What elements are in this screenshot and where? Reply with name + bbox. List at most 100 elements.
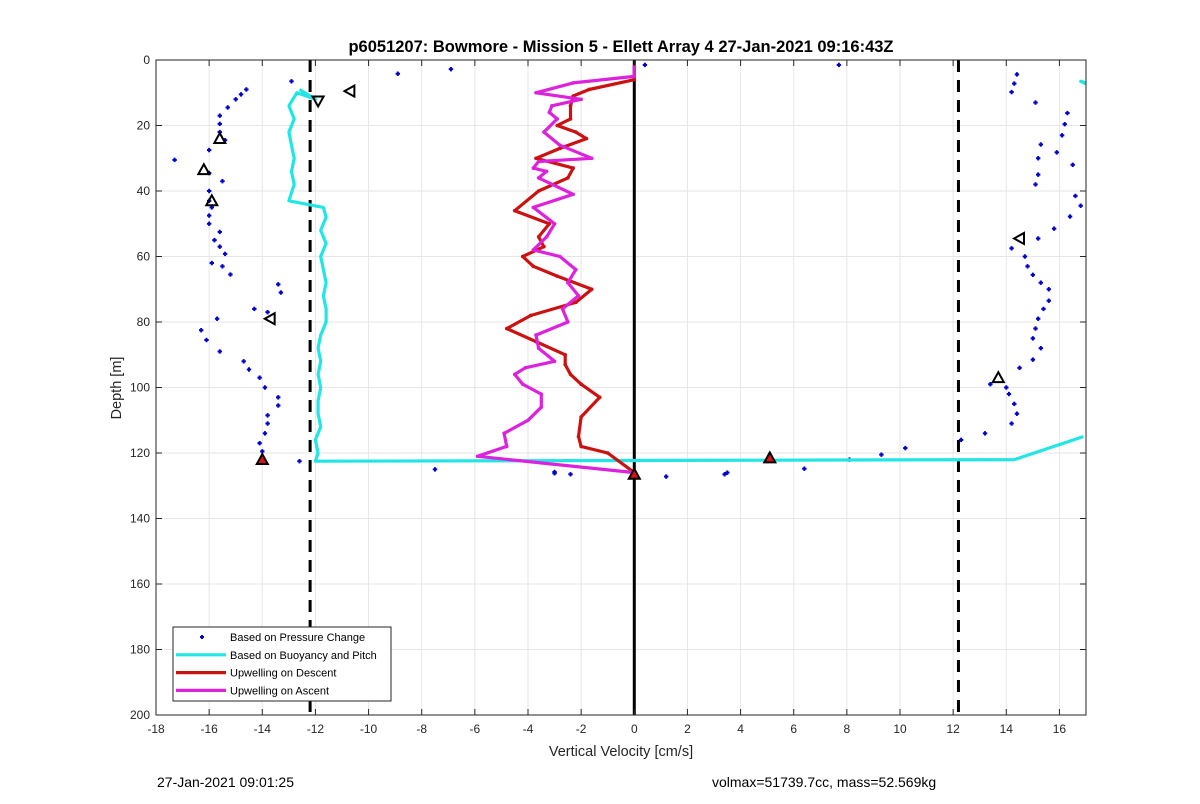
- series-point: [536, 346, 541, 351]
- pressure-change-point: [225, 105, 230, 110]
- series-point: [558, 254, 562, 259]
- pressure-change-point: [1054, 150, 1059, 155]
- series-line: [287, 88, 1084, 463]
- series-point: [579, 97, 583, 102]
- series-point: [512, 208, 517, 213]
- x-tick-label: 6: [790, 722, 797, 736]
- series-point: [534, 90, 538, 95]
- series-point: [579, 444, 583, 449]
- series-point: [574, 267, 578, 272]
- series-point: [536, 189, 541, 193]
- pressure-change-point: [1009, 89, 1014, 95]
- series-point: [587, 87, 591, 92]
- series-point: [574, 300, 578, 305]
- pressure-change-point: [206, 221, 212, 226]
- pressure-change-point: [1078, 203, 1083, 208]
- legend-label: Upwelling on Descent: [230, 668, 336, 680]
- pressure-change-point: [988, 382, 993, 387]
- pressure-change-point: [206, 213, 212, 218]
- pressure-change-point: [1004, 385, 1009, 390]
- series-point: [552, 359, 557, 364]
- pressure-change-point: [1035, 236, 1041, 241]
- pressure-change-point: [1035, 316, 1041, 321]
- series-point: [552, 221, 557, 226]
- pressure-change-point: [1030, 272, 1036, 278]
- series-point: [550, 104, 554, 108]
- series-point: [539, 392, 544, 396]
- x-tick-label: -16: [200, 722, 218, 736]
- series-point: [571, 166, 575, 170]
- pressure-change-point: [212, 237, 217, 243]
- pressure-change-point: [265, 413, 270, 418]
- y-tick-label: 80: [137, 315, 151, 329]
- triangle-marker: [212, 131, 227, 144]
- pressure-change-point: [1033, 182, 1038, 187]
- x-tick-label: -6: [470, 722, 481, 736]
- pressure-change-point: [220, 178, 225, 184]
- plot-area: [172, 60, 1087, 715]
- series-point: [544, 169, 549, 174]
- y-tick-label: 100: [130, 381, 150, 395]
- series-point: [576, 434, 581, 439]
- pressure-change-point: [1073, 193, 1078, 199]
- pressure-change-point: [1065, 110, 1070, 116]
- series-point: [536, 159, 541, 164]
- series-point: [558, 146, 562, 151]
- series-point: [502, 431, 506, 436]
- legend-label: Upwelling on Ascent: [230, 685, 329, 697]
- y-tick-label: 0: [143, 53, 150, 67]
- triangle-marker: [196, 162, 212, 176]
- y-tick-label: 40: [137, 184, 151, 198]
- legend: Based on Pressure Change Based on Buoyanc…: [172, 626, 392, 702]
- pressure-change-point: [1035, 156, 1041, 161]
- triangle-marker: [1012, 231, 1025, 246]
- pressure-change-point: [1012, 81, 1017, 86]
- series-point: [579, 415, 583, 419]
- pressure-change-point: [1030, 336, 1036, 341]
- series-point: [523, 366, 528, 370]
- pressure-change-point: [568, 472, 573, 477]
- pressure-change-point: [1014, 411, 1020, 416]
- x-tick-label: 4: [737, 722, 744, 736]
- series-point: [632, 77, 637, 82]
- series-point: [560, 307, 565, 311]
- y-tick-label: 120: [130, 446, 150, 460]
- pressure-change-point: [1014, 72, 1020, 77]
- series-point: [520, 254, 525, 259]
- series-point: [504, 444, 509, 449]
- pressure-change-point: [1009, 421, 1014, 426]
- pressure-change-point: [836, 62, 842, 68]
- chart-title: p6051207: Bowmore - Mission 5 - Ellett A…: [348, 38, 893, 56]
- pressure-change-point: [206, 147, 212, 153]
- pressure-change-point: [206, 188, 212, 194]
- pressure-change-point: [217, 349, 222, 354]
- pressure-change-point: [172, 157, 177, 163]
- series-point: [597, 395, 602, 400]
- series-point: [568, 117, 573, 121]
- pressure-change-point: [1038, 280, 1044, 285]
- pressure-change-point: [238, 92, 244, 97]
- triangle-marker: [204, 193, 219, 207]
- series-point: [547, 221, 552, 226]
- x-tick-label: 10: [893, 722, 907, 736]
- pressure-change-point: [276, 282, 281, 287]
- footer-start-time: 27-Jan-2021 09:01:25: [157, 774, 294, 790]
- triangle-marker: [255, 451, 270, 465]
- pressure-change-point: [432, 467, 438, 472]
- pressure-change-point: [209, 260, 214, 266]
- pressure-change-point: [246, 367, 252, 372]
- pressure-change-point: [278, 290, 284, 295]
- pressure-change-point: [448, 66, 454, 72]
- y-tick-label: 160: [130, 577, 150, 591]
- series-point: [574, 130, 578, 134]
- pressure-change-point: [879, 452, 884, 457]
- series-point: [589, 287, 594, 292]
- pressure-change-point: [725, 470, 730, 475]
- series-point: [542, 130, 546, 134]
- series-point: [531, 166, 536, 170]
- y-tick-label: 180: [130, 643, 150, 657]
- pressure-change-point: [1041, 306, 1046, 312]
- series-point: [520, 382, 525, 387]
- triangle-marker: [627, 466, 642, 480]
- legend-label: Based on Pressure Change: [230, 632, 365, 644]
